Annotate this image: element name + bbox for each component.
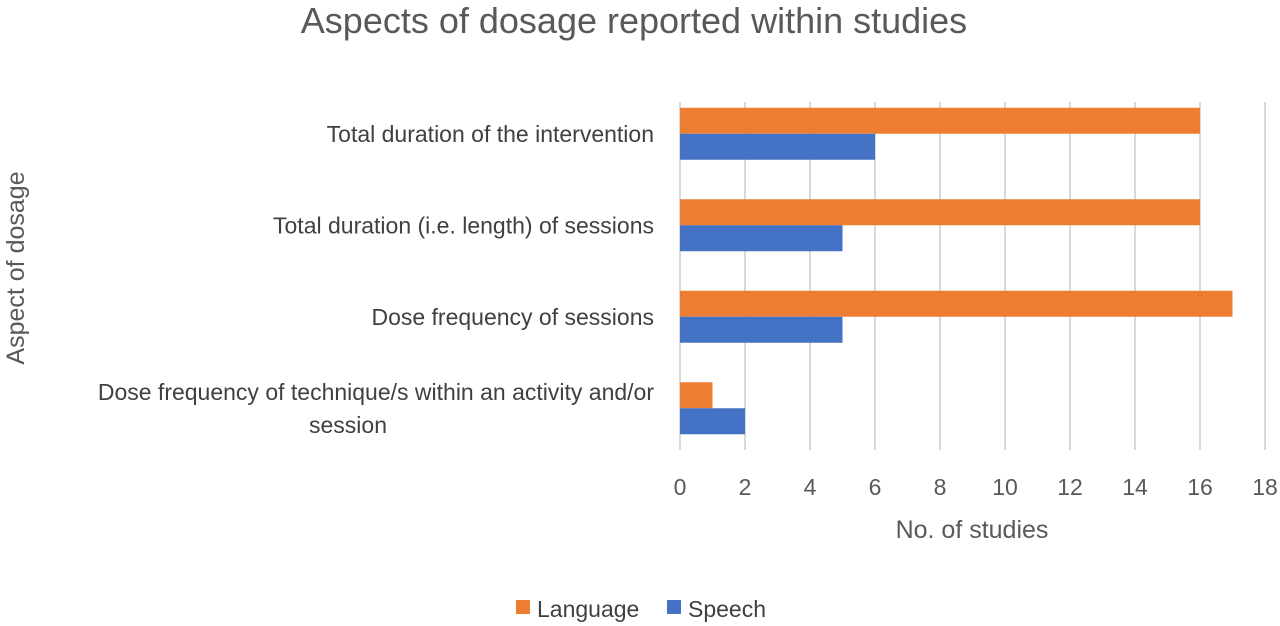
x-tick-label: 6 bbox=[869, 474, 882, 500]
x-tick-label: 8 bbox=[934, 474, 947, 500]
bar-speech-0 bbox=[680, 133, 875, 160]
bars bbox=[680, 107, 1233, 435]
category-labels: Total duration of the intervention Total … bbox=[98, 121, 654, 438]
bar-language-0 bbox=[680, 107, 1200, 134]
chart-title: Aspects of dosage reported within studie… bbox=[301, 0, 967, 41]
x-tick-label: 0 bbox=[674, 474, 687, 500]
category-label: session bbox=[309, 412, 387, 438]
legend-swatch-language bbox=[516, 600, 530, 614]
legend-label-speech: Speech bbox=[688, 596, 766, 622]
bar-language-1 bbox=[680, 199, 1200, 226]
category-label: Dose frequency of sessions bbox=[371, 304, 654, 330]
y-axis-title: Aspect of dosage bbox=[2, 171, 30, 364]
x-tick-label: 4 bbox=[804, 474, 817, 500]
x-tick-label: 10 bbox=[992, 474, 1018, 500]
x-tick-label: 14 bbox=[1122, 474, 1148, 500]
x-axis-title: No. of studies bbox=[896, 516, 1049, 544]
legend-label-language: Language bbox=[537, 596, 639, 622]
x-tick-label: 16 bbox=[1187, 474, 1213, 500]
legend-swatch-speech bbox=[667, 600, 681, 614]
bar-speech-2 bbox=[680, 316, 843, 343]
category-label: Total duration of the intervention bbox=[327, 121, 654, 147]
bar-speech-1 bbox=[680, 225, 843, 252]
bar-language-2 bbox=[680, 290, 1233, 317]
x-tick-label: 2 bbox=[739, 474, 752, 500]
x-tick-labels: 0 2 4 6 8 10 12 14 16 18 bbox=[674, 474, 1278, 500]
bar-language-3 bbox=[680, 382, 713, 409]
legend: Language Speech bbox=[516, 596, 766, 622]
category-label: Total duration (i.e. length) of sessions bbox=[273, 212, 654, 238]
gridlines bbox=[679, 102, 1266, 450]
x-tick-label: 12 bbox=[1057, 474, 1083, 500]
category-label: Dose frequency of technique/s within an … bbox=[98, 379, 654, 405]
bar-speech-3 bbox=[680, 408, 745, 435]
x-tick-label: 18 bbox=[1252, 474, 1278, 500]
